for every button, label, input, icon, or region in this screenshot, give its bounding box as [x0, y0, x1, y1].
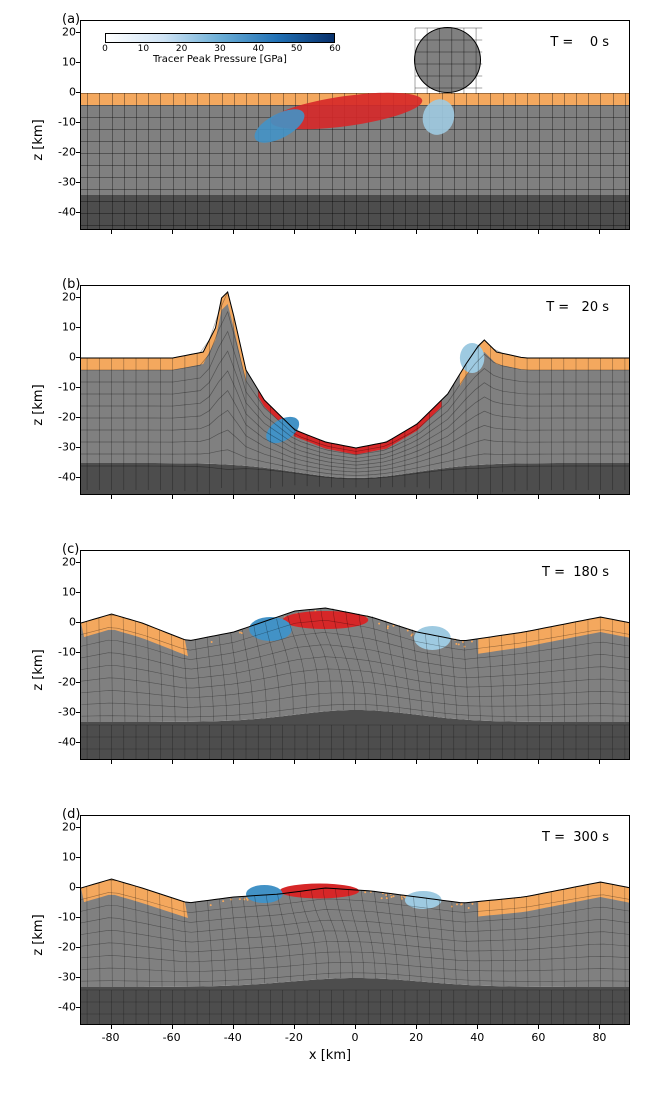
- x-tick: 20: [409, 1031, 423, 1044]
- y-tick: 10: [42, 586, 76, 599]
- y-tick: -20: [42, 941, 76, 954]
- time-label: T = 180 s: [542, 565, 609, 580]
- y-tick: 10: [42, 56, 76, 69]
- y-tick: 0: [42, 86, 76, 99]
- colorbar-tick: 60: [329, 44, 340, 54]
- colorbar-tick: 40: [253, 44, 264, 54]
- y-tick: -30: [42, 971, 76, 984]
- plot-area: T = 180 s: [80, 550, 630, 760]
- impactor: [414, 27, 481, 93]
- time-label: T = 20 s: [546, 300, 609, 315]
- colorbar: 0 10 20 30 40 50 60Tracer Peak Pressure [GPa]: [95, 29, 345, 67]
- y-tick: 0: [42, 881, 76, 894]
- colorbar-label: Tracer Peak Pressure [GPa]: [95, 54, 345, 65]
- y-tick: 20: [42, 821, 76, 834]
- y-tick: 10: [42, 851, 76, 864]
- colorbar-tick: 10: [138, 44, 149, 54]
- y-tick: -10: [42, 911, 76, 924]
- x-tick: 80: [592, 1031, 606, 1044]
- y-tick: 20: [42, 291, 76, 304]
- y-tick: -40: [42, 736, 76, 749]
- time-label: T = 0 s: [550, 35, 609, 50]
- colorbar-tick: 30: [214, 44, 225, 54]
- x-tick: -20: [285, 1031, 303, 1044]
- y-tick: -10: [42, 646, 76, 659]
- y-tick: 20: [42, 556, 76, 569]
- y-tick: 20: [42, 26, 76, 39]
- x-tick: -40: [224, 1031, 242, 1044]
- colorbar-tick: 0: [102, 44, 108, 54]
- y-tick: -10: [42, 116, 76, 129]
- panel-a: (a)z [km]T = 0 s0102030405060Tracer Peak…: [10, 10, 650, 270]
- x-tick: 60: [531, 1031, 545, 1044]
- y-tick: 0: [42, 616, 76, 629]
- panel-d: (d)z [km]T = 300 s-40-30-20-1001020-80-6…: [10, 805, 650, 1065]
- y-tick: -10: [42, 381, 76, 394]
- time-label: T = 300 s: [542, 830, 609, 845]
- y-tick: -30: [42, 441, 76, 454]
- y-tick: -20: [42, 411, 76, 424]
- x-tick: 0: [352, 1031, 359, 1044]
- y-tick: -30: [42, 706, 76, 719]
- plot-area: T = 300 s: [80, 815, 630, 1025]
- x-axis-label: x [km]: [309, 1048, 351, 1063]
- panel-c: (c)z [km]T = 180 s-40-30-20-1001020: [10, 540, 650, 800]
- x-tick: -80: [102, 1031, 120, 1044]
- y-tick: 0: [42, 351, 76, 364]
- colorbar-tick: 20: [176, 44, 187, 54]
- colorbar-tick: 50: [291, 44, 302, 54]
- y-tick: -40: [42, 206, 76, 219]
- y-tick: -40: [42, 471, 76, 484]
- y-tick: -20: [42, 676, 76, 689]
- x-tick: 40: [470, 1031, 484, 1044]
- y-tick: 10: [42, 321, 76, 334]
- plot-area: T = 0 s 0 10 20 30 40 50 60Tracer Peak Pressure…: [80, 20, 630, 230]
- y-tick: -20: [42, 146, 76, 159]
- panel-b: (b)z [km]T = 20 s-40-30-20-1001020: [10, 275, 650, 535]
- impact-simulation-figure: (a)z [km]T = 0 s0102030405060Tracer Peak…: [0, 10, 660, 1065]
- y-tick: -30: [42, 176, 76, 189]
- y-tick: -40: [42, 1001, 76, 1014]
- x-tick: -60: [163, 1031, 181, 1044]
- plot-area: T = 20 s: [80, 285, 630, 495]
